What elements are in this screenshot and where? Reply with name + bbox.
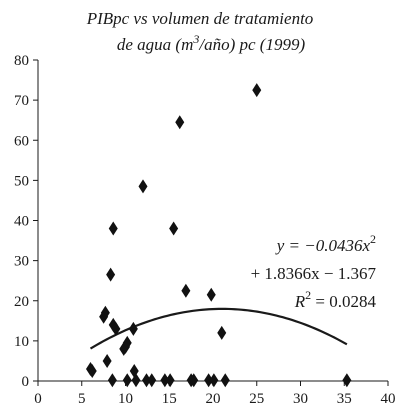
data-point [175, 115, 185, 130]
data-point [147, 373, 157, 388]
x-tick-label: 15 [162, 391, 177, 407]
y-tick-label: 20 [14, 294, 29, 310]
data-point [131, 373, 141, 388]
data-point [138, 179, 148, 194]
data-point [209, 373, 219, 388]
data-point [160, 373, 170, 388]
x-tick-label: 5 [78, 391, 86, 407]
x-tick-label: 20 [206, 391, 221, 407]
data-point [189, 373, 199, 388]
data-point [206, 287, 216, 302]
data-points [86, 83, 352, 388]
trendline-r-squared: R2 = 0.0284 [294, 288, 377, 311]
data-point [122, 335, 132, 350]
data-point [217, 325, 227, 340]
x-axis-ticks: 0 5 10 15 20 25 30 35 40 [34, 381, 396, 407]
data-point [122, 373, 132, 388]
data-point [108, 221, 118, 236]
data-point [165, 373, 175, 388]
data-point [102, 353, 112, 368]
data-point [181, 283, 191, 298]
trendline-equation-line1: y = −0.0436x2 [275, 232, 376, 255]
x-tick-label: 10 [118, 391, 133, 407]
x-tick-label: 40 [381, 391, 396, 407]
trendline-equation-line2: + 1.8366x − 1.367 [251, 264, 377, 283]
x-tick-label: 35 [337, 391, 352, 407]
data-point [107, 373, 117, 388]
y-tick-label: 30 [14, 254, 29, 270]
y-tick-label: 80 [14, 53, 29, 69]
data-point [128, 321, 138, 336]
x-tick-label: 0 [34, 391, 42, 407]
data-point [142, 373, 151, 388]
data-point [169, 221, 179, 236]
axes [37, 60, 388, 382]
data-point [87, 363, 97, 378]
data-point [252, 83, 262, 98]
data-point [204, 373, 214, 388]
y-tick-label: 50 [14, 173, 29, 189]
y-tick-label: 70 [14, 93, 29, 109]
y-tick-label: 10 [14, 334, 29, 350]
data-point [220, 373, 230, 388]
y-tick-label: 0 [22, 374, 30, 390]
chart-title-line2: de agua (m3/año) pc (1999) [117, 32, 306, 54]
data-point [342, 373, 352, 388]
x-tick-label: 30 [293, 391, 308, 407]
x-tick-label: 25 [249, 391, 264, 407]
chart-title-line1: PIBpc vs volumen de tratamiento [86, 9, 314, 28]
data-point [111, 321, 121, 336]
data-point [106, 267, 116, 282]
data-point [100, 305, 110, 320]
y-axis-ticks: 0 10 20 30 40 50 60 70 80 [14, 53, 38, 390]
y-tick-label: 40 [14, 214, 29, 230]
y-tick-label: 60 [14, 133, 29, 149]
